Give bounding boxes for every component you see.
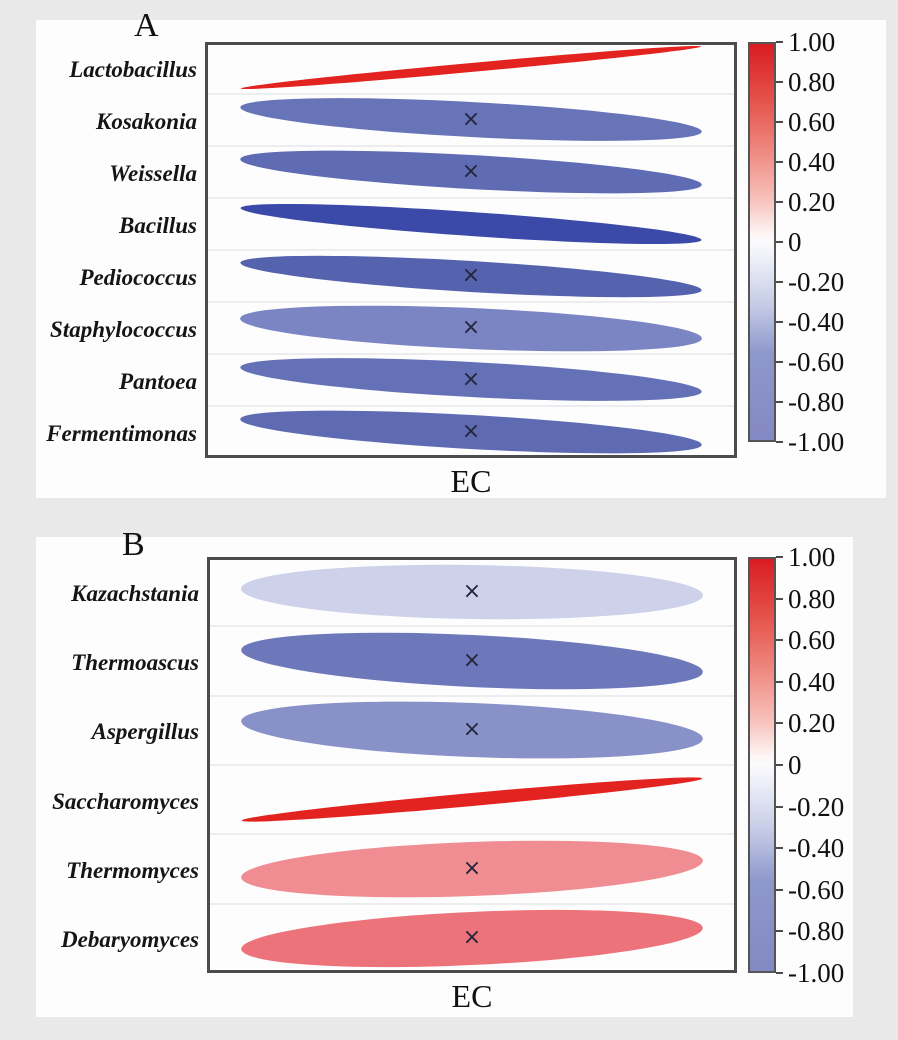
panel-b-gridline xyxy=(210,833,734,836)
panel-a-row-label-lactobacillus: Lactobacillus xyxy=(69,57,197,82)
panel-b-colorbar-tick-label: -0.40 xyxy=(788,833,845,864)
panel-a-colorbar-tick xyxy=(776,281,783,283)
panel-b-colorbar-tick xyxy=(776,805,783,808)
panel-a-colorbar-tick-label: 0 xyxy=(788,227,802,257)
panel-a-gridline xyxy=(208,197,734,199)
panel-b-colorbar-tick-label: 1.00 xyxy=(788,542,836,572)
not-significant-x-mark: × xyxy=(461,419,481,444)
panel-b-colorbar-tick-label: -1.00 xyxy=(788,958,845,988)
panel-a-colorbar-tick-label: 0.80 xyxy=(788,67,836,97)
panel-b-gridline xyxy=(210,764,734,766)
panel-b-gridline xyxy=(210,694,734,697)
panel-a-colorbar-tick-label: 0.40 xyxy=(788,147,836,177)
panel-b-colorbar-tick-label: 0.40 xyxy=(788,666,836,697)
panel-b-row-label-saccharomyces: Saccharomyces xyxy=(52,788,199,814)
panel-b-row-label-aspergillus: Aspergillus xyxy=(91,719,199,745)
panel-a-colorbar-tick xyxy=(776,41,783,43)
panel-b-colorbar-tick xyxy=(776,930,783,933)
panel-b-row-label-kazachstania: Kazachstania xyxy=(71,580,199,606)
panel-a-gridline xyxy=(208,353,734,355)
panel-a-gridline xyxy=(208,405,734,407)
panel-b-colorbar-tick xyxy=(776,764,783,766)
panel-b-colorbar-tick xyxy=(776,639,783,642)
panel-a-colorbar-tick-label: 1.00 xyxy=(788,27,836,57)
panel-a-colorbar-tick xyxy=(776,401,783,403)
panel-a-colorbar-tick-label: -0.20 xyxy=(788,267,845,297)
panel-b-colorbar-tick xyxy=(776,597,783,600)
panel-a-colorbar xyxy=(748,42,776,442)
panel-a-colorbar-tick-label: 0.20 xyxy=(788,187,836,217)
panel-b-colorbar-tick xyxy=(776,847,783,850)
panel-a-gridline xyxy=(208,301,734,303)
not-significant-x-mark: × xyxy=(461,263,481,288)
not-significant-x-mark: × xyxy=(462,925,482,951)
panel-a-colorbar-tick xyxy=(776,241,783,243)
panel-a-colorbar-tick xyxy=(776,201,783,203)
panel-a-gridline xyxy=(208,249,734,251)
panel-a-colorbar-tick-label: 0.60 xyxy=(788,107,836,137)
not-significant-x-mark: × xyxy=(461,159,481,184)
panel-a-colorbar-tick-label: -0.40 xyxy=(788,307,845,337)
panel-a-colorbar-tick xyxy=(776,361,783,363)
panel-a-x-axis-label: EC xyxy=(450,463,492,499)
panel-b-colorbar-tick xyxy=(776,972,783,974)
panel-b-row-label-debaryomyces: Debaryomyces xyxy=(61,927,199,953)
panel-b-row-label-thermomyces: Thermomyces xyxy=(66,858,199,883)
panel-a-colorbar-tick-label: -0.80 xyxy=(788,387,845,417)
not-significant-x-mark: × xyxy=(461,315,481,340)
panel-a-colorbar-tick-label: -1.00 xyxy=(788,427,845,457)
panel-b-letter: B xyxy=(122,526,145,563)
panel-a-colorbar-tick xyxy=(776,441,783,443)
panel-b-colorbar-tick-label: -0.60 xyxy=(788,874,845,905)
panel-b-colorbar-tick-label: -0.20 xyxy=(788,791,845,822)
panel-a-row-label-staphylococcus: Staphylococcus xyxy=(50,317,197,342)
not-significant-x-mark: × xyxy=(462,717,482,743)
panel-b-colorbar-tick xyxy=(776,888,783,891)
panel-a-gridline xyxy=(208,93,734,95)
panel-b-colorbar-tick-label: -0.80 xyxy=(788,916,845,947)
not-significant-x-mark: × xyxy=(461,367,481,392)
panel-b-gridline xyxy=(210,902,734,905)
panel-b-colorbar-tick-label: 0.20 xyxy=(788,708,836,739)
panel-a-colorbar-tick xyxy=(776,121,783,123)
panel-a-colorbar-tick xyxy=(776,161,783,163)
panel-a-letter: A xyxy=(134,7,159,44)
panel-a-colorbar-tick-label: -0.60 xyxy=(788,347,845,377)
panel-b-colorbar xyxy=(748,557,776,973)
panel-b-colorbar-tick xyxy=(776,680,783,683)
not-significant-x-mark: × xyxy=(462,648,482,673)
panel-b-row-label-thermoascus: Thermoascus xyxy=(71,650,199,675)
panel-a-row-label-kosakonia: Kosakonia xyxy=(96,109,197,134)
panel-b-colorbar-tick-label: 0.80 xyxy=(788,583,836,614)
not-significant-x-mark: × xyxy=(461,107,481,132)
panel-a-row-label-weissella: Weissella xyxy=(109,161,197,186)
panel-a-row-label-pediococcus: Pediococcus xyxy=(79,265,197,290)
panel-a-row-label-pantoea: Pantoea xyxy=(119,369,197,394)
panel-b-colorbar-tick xyxy=(776,722,783,725)
panel-a-colorbar-tick xyxy=(776,321,783,323)
panel-a-gridline xyxy=(208,145,734,147)
not-significant-x-mark: × xyxy=(462,856,482,881)
panel-b-colorbar-tick xyxy=(776,556,783,558)
panel-b-gridline xyxy=(210,625,734,628)
panel-b-x-axis-label: EC xyxy=(451,978,493,1014)
not-significant-x-mark: × xyxy=(462,578,482,604)
panel-a-row-label-bacillus: Bacillus xyxy=(119,213,197,238)
panel-b-colorbar-tick-label: 0.60 xyxy=(788,625,836,656)
panel-a-colorbar-tick xyxy=(776,81,783,83)
panel-b-colorbar-tick-label: 0 xyxy=(788,750,802,780)
panel-a-row-label-fermentimonas: Fermentimonas xyxy=(46,421,197,446)
